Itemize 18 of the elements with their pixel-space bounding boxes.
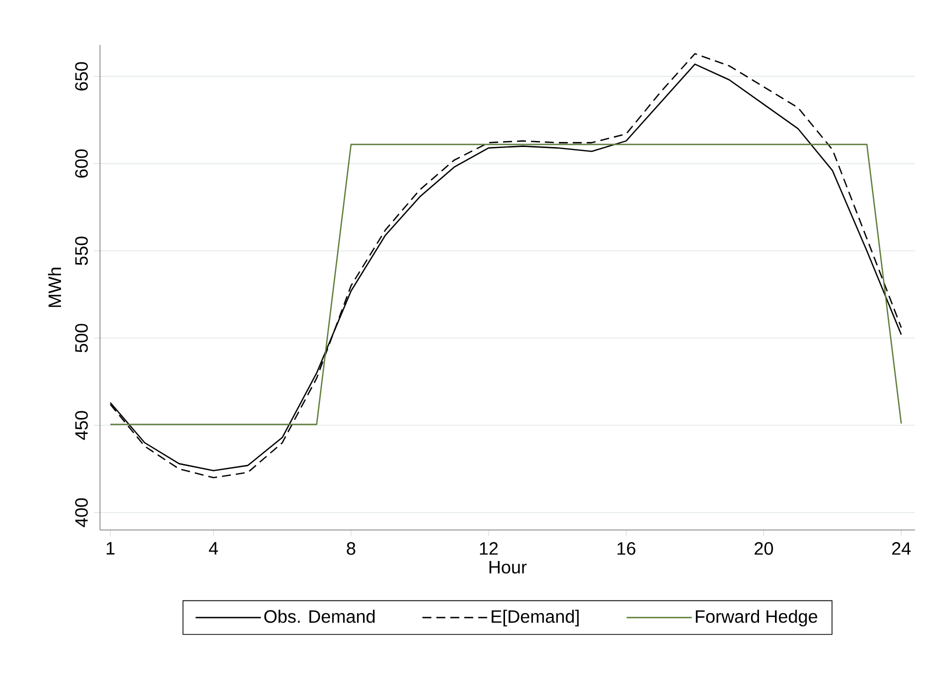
- x-tick-label: 12: [480, 542, 498, 555]
- legend-label: Obs. Demand: [264, 610, 375, 623]
- x-tick-label: 4: [208, 542, 218, 554]
- y-tick-label: 400: [75, 498, 88, 528]
- x-tick-label: 8: [346, 542, 356, 555]
- legend-label: Forward Hedge: [696, 610, 818, 626]
- y-axis-title: MWh: [48, 268, 61, 307]
- y-tick-label: 450: [75, 411, 88, 440]
- x-tick-label: 1: [106, 542, 114, 554]
- y-tick-label: 600: [75, 149, 88, 178]
- x-axis-title: Hour: [490, 561, 527, 574]
- x-tick-label: 16: [618, 542, 636, 555]
- x-tick-label: 20: [754, 542, 773, 555]
- legend-label: E[Demand]: [492, 610, 579, 626]
- y-tick-label: 550: [75, 236, 88, 266]
- y-tick-label: 650: [75, 62, 88, 90]
- y-tick-label: 500: [75, 324, 88, 352]
- x-tick-label: 24: [892, 542, 911, 555]
